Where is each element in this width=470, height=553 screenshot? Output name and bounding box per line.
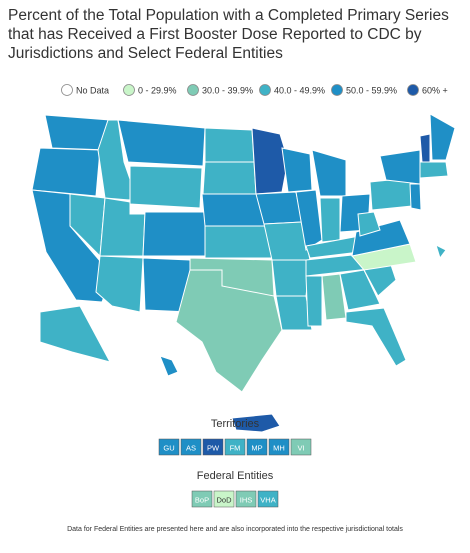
- entity-label: DoD: [216, 496, 232, 505]
- state: [175, 269, 283, 393]
- legend-label: 0 - 29.9%: [138, 86, 177, 96]
- state: [39, 305, 111, 363]
- legend-swatch: [61, 84, 73, 96]
- state: [357, 211, 381, 237]
- state: [99, 197, 146, 257]
- group-heading: Federal Entities: [197, 470, 274, 482]
- state: [142, 211, 206, 257]
- entity-box: [191, 490, 213, 508]
- state: [31, 147, 101, 197]
- legend-swatch: [331, 84, 343, 96]
- state: [129, 165, 203, 209]
- state: [95, 255, 144, 313]
- state: [204, 225, 273, 259]
- legend: No Data 0 - 29.9% 30.0 - 39.9% 40.0 - 49.9%…: [61, 84, 448, 96]
- state: [319, 197, 341, 243]
- entity-box: [202, 438, 224, 456]
- state: [231, 413, 281, 433]
- state: [204, 127, 255, 163]
- state: [351, 219, 411, 257]
- entity-label: PW: [207, 444, 220, 453]
- state: [419, 133, 431, 163]
- state: [251, 127, 289, 195]
- state: [409, 183, 422, 211]
- state: [311, 149, 347, 197]
- entity-label: MP: [251, 444, 262, 453]
- entity-label: VHA: [260, 496, 275, 505]
- entity-label: VI: [297, 444, 304, 453]
- state: [201, 193, 267, 227]
- entity-box: [158, 438, 180, 456]
- legend-swatch: [407, 84, 419, 96]
- entity-box: [213, 490, 235, 508]
- entity-box: [246, 438, 268, 456]
- federal-entities: Federal Entities BoP DoD IHS VHA: [191, 470, 279, 508]
- state: [275, 295, 313, 331]
- legend-swatch: [187, 84, 199, 96]
- state: [271, 259, 311, 297]
- state: [159, 355, 179, 377]
- state: [379, 149, 421, 185]
- legend-label: 40.0 - 49.9%: [274, 86, 325, 96]
- legend-swatch: [123, 84, 135, 96]
- footnote: Data for Federal Entities are presented …: [67, 526, 403, 533]
- us-map: [31, 113, 456, 433]
- state: [281, 147, 313, 193]
- state: [117, 119, 206, 167]
- entity-label: BoP: [195, 496, 209, 505]
- legend-swatch: [259, 84, 271, 96]
- legend-label: 50.0 - 59.9%: [346, 86, 397, 96]
- state: [305, 275, 323, 327]
- entity-box: [268, 438, 290, 456]
- entity-box: [224, 438, 246, 456]
- legend-label: No Data: [76, 86, 109, 96]
- state: [202, 161, 257, 195]
- entity-box: [257, 490, 279, 508]
- entity-box: [290, 438, 312, 456]
- entity-label: FM: [230, 444, 241, 453]
- group-heading: Territories: [211, 418, 260, 430]
- entity-box: [235, 490, 257, 508]
- title: Percent of the Total Population with a C…: [8, 7, 449, 62]
- state: [345, 307, 407, 367]
- state: [429, 113, 456, 161]
- state: [339, 269, 381, 311]
- entity-label: GU: [163, 444, 174, 453]
- entity-box: [180, 438, 202, 456]
- state: [435, 244, 447, 260]
- legend-label: 60% +: [422, 86, 448, 96]
- territories: Territories GU AS PW FM MP MH VI: [158, 418, 312, 456]
- state: [255, 191, 303, 225]
- entity-label: IHS: [240, 496, 253, 505]
- state: [419, 161, 449, 179]
- entity-label: AS: [186, 444, 196, 453]
- entity-label: MH: [273, 444, 285, 453]
- legend-label: 30.0 - 39.9%: [202, 86, 253, 96]
